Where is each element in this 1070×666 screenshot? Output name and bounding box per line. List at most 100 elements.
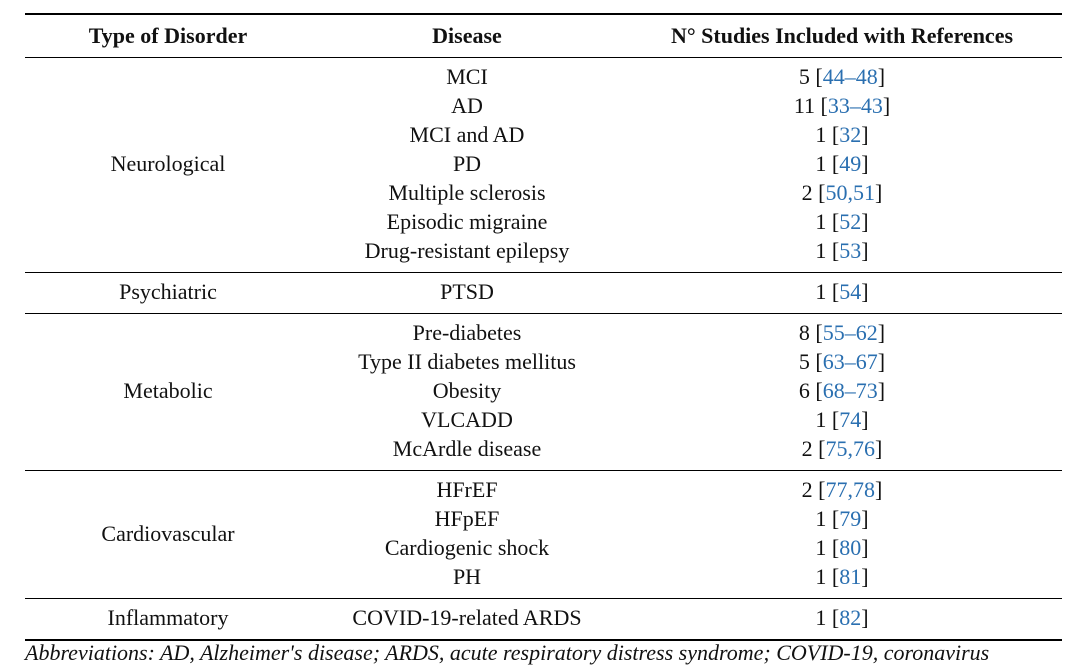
studies-cell: 1 [74] [815,409,868,431]
studies-cell: 5 [63–67] [799,351,885,373]
studies-cell: 1 [32] [815,124,868,146]
rule [25,598,1062,599]
disorder-type: Neurological [110,151,226,176]
study-text: ] [861,506,869,531]
reference-link[interactable]: 50,51 [825,180,876,205]
disease: McArdle disease [392,436,542,461]
disease: PH [452,564,482,589]
study-text: ] [861,209,869,234]
study-text: ] [882,93,891,118]
study-text: 1 [ [815,238,840,263]
studies-cell: 1 [79] [815,508,868,530]
footnote: Abbreviations: AD, Alzheimer's disease; … [25,640,990,665]
study-text: ] [861,407,869,432]
studies-cell: 1 [49] [815,153,868,175]
study-text: ] [861,564,869,589]
study-text: ] [861,238,869,263]
disorder-type: Psychiatric [119,279,217,304]
reference-link[interactable]: 79 [839,506,862,531]
study-text: 1 [ [815,407,840,432]
study-text: 1 [ [815,209,840,234]
rule [25,272,1062,273]
study-text: 1 [ [815,605,840,630]
studies-cell: 1 [82] [815,607,868,629]
reference-link[interactable]: 52 [839,209,862,234]
disease: VLCADD [421,407,513,432]
study-text: ] [877,378,886,403]
study-text: 6 [ [798,378,823,403]
study-text: ] [875,477,883,502]
disease: COVID-19-related ARDS [352,605,582,630]
disease: HFrEF [436,477,498,502]
study-text: ] [877,349,886,374]
study-text: 1 [ [815,506,840,531]
studies-cell: 5 [44–48] [799,66,885,88]
disease: MCI [446,64,488,89]
study-text: 1 [ [815,151,840,176]
study-text: ] [861,151,869,176]
rule [25,57,1062,59]
reference-link[interactable]: 75,76 [825,436,876,461]
study-text: 1 [ [815,535,840,560]
disease: Drug-resistant epilepsy [364,238,570,263]
study-text: ] [875,436,883,461]
disease: PD [452,151,482,176]
disease: Obesity [432,378,502,403]
study-text: 2 [ [801,180,826,205]
reference-link[interactable]: 55–62 [822,320,878,345]
studies-cell: 1 [80] [815,537,868,559]
study-text: ] [861,279,869,304]
study-text: 5 [ [798,349,823,374]
study-text: 5 [ [798,64,823,89]
disorder-type: Metabolic [123,378,213,403]
disease: Pre-diabetes [412,320,522,345]
studies-cell: 1 [53] [815,240,868,262]
reference-link[interactable]: 44–48 [822,64,878,89]
column-header: Type of Disorder [88,23,248,48]
rule [25,13,1062,15]
reference-link[interactable]: 32 [839,122,862,147]
reference-link[interactable]: 49 [839,151,862,176]
study-text: ] [861,535,869,560]
study-text: 2 [ [801,436,826,461]
reference-link[interactable]: 74 [839,407,862,432]
reference-link[interactable]: 80 [839,535,862,560]
disease: AD [451,93,483,118]
study-text: 2 [ [801,477,826,502]
study-text: 11 [ [793,93,828,118]
studies-cell: 2 [75,76] [802,438,883,460]
reference-link[interactable]: 63–67 [822,349,878,374]
study-text: ] [877,64,886,89]
column-header: Disease [432,23,502,48]
disease: Type II diabetes mellitus [358,349,576,374]
reference-link[interactable]: 33–43 [827,93,883,118]
disease: Episodic migraine [386,209,548,234]
study-text: ] [877,320,886,345]
study-text: 8 [ [798,320,823,345]
studies-cell: 2 [77,78] [802,479,883,501]
study-text: ] [875,180,883,205]
reference-link[interactable]: 82 [839,605,862,630]
page: {"table": { "header": ["Type of Disorder… [25,13,1062,665]
study-text: ] [861,605,869,630]
reference-link[interactable]: 81 [839,564,862,589]
disorder-type: Inflammatory [107,605,229,630]
disease: PTSD [440,279,494,304]
disease: MCI and AD [409,122,525,147]
studies-cell: 1 [52] [815,211,868,233]
reference-link[interactable]: 77,78 [825,477,876,502]
disorder-type: Cardiovascular [101,520,235,546]
rule [25,639,1062,641]
column-header: N° Studies Included with References [670,23,1014,48]
reference-link[interactable]: 53 [839,238,862,263]
studies-cell: 2 [50,51] [802,182,883,204]
studies-cell: 8 [55–62] [799,322,885,344]
reference-link[interactable]: 54 [839,279,862,304]
reference-link[interactable]: 68–73 [822,378,878,403]
studies-cell: 11 [33–43] [794,95,890,117]
study-text: 1 [ [815,122,840,147]
disease: Multiple sclerosis [388,180,546,205]
disease: HFpEF [434,506,500,531]
disease: Cardiogenic shock [384,535,550,560]
study-text: 1 [ [815,279,840,304]
